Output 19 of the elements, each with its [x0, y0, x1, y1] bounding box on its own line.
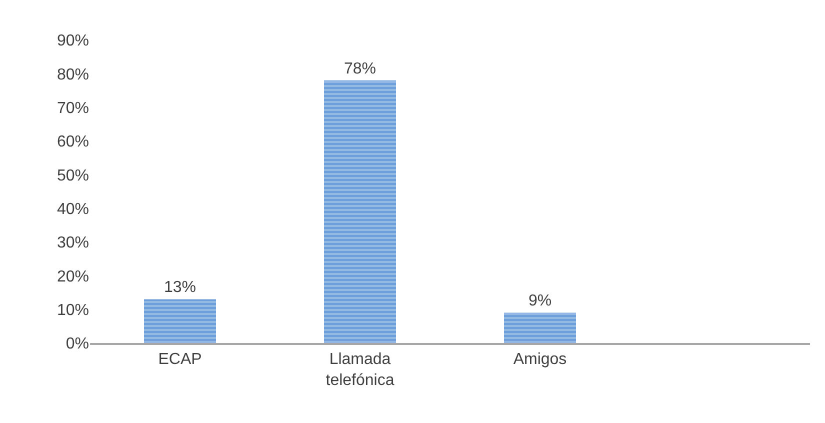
y-tick-label: 80%: [56, 66, 89, 84]
bar: [504, 312, 576, 343]
y-tick-label: 60%: [56, 134, 89, 151]
x-tick-label: Llamada telefónica: [326, 351, 394, 389]
bar: [324, 80, 396, 343]
y-tick-label: 20%: [56, 268, 89, 286]
data-label: 9%: [528, 292, 552, 310]
x-tick-label: Amigos: [513, 351, 567, 368]
y-tick-label: 70%: [56, 100, 89, 117]
y-tick-label: 30%: [56, 234, 89, 252]
y-tick-label: 40%: [56, 200, 89, 218]
bar: [144, 299, 216, 343]
y-tick-label: 50%: [56, 167, 89, 184]
y-tick-label: 90%: [56, 32, 89, 50]
y-tick-label: 0%: [66, 336, 89, 353]
y-tick-label: 10%: [56, 302, 89, 319]
data-label: 78%: [344, 60, 376, 78]
data-label: 13%: [164, 279, 196, 296]
x-tick-label: ECAP: [158, 351, 202, 368]
